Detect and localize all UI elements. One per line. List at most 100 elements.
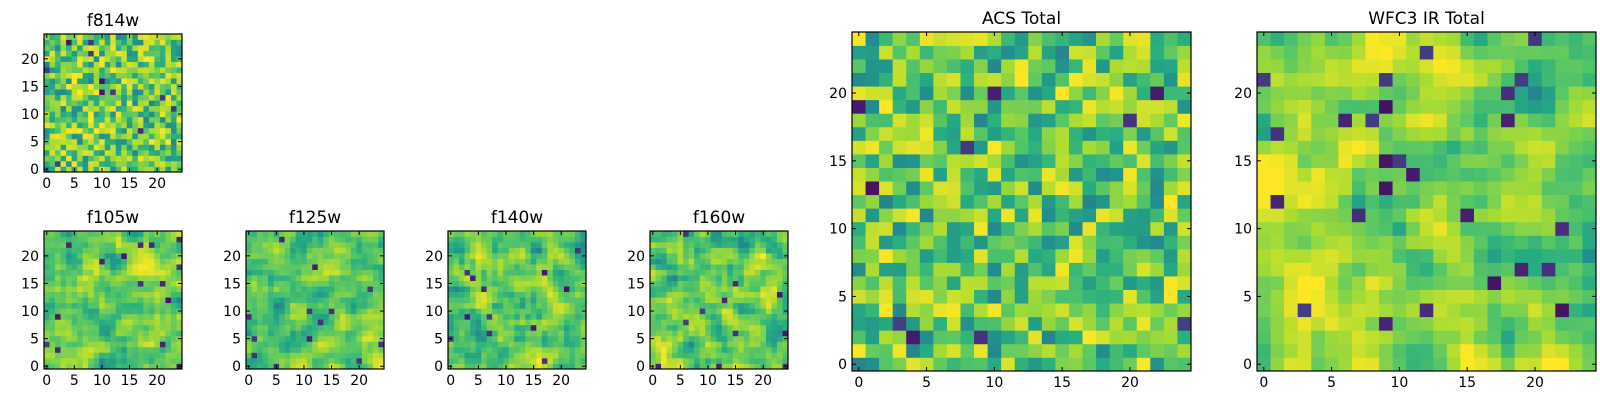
axes-frame [245,230,385,370]
heatmap-cell [1392,316,1407,331]
heatmap-cell [334,286,341,293]
heatmap-cell [77,247,83,254]
heatmap-cell [49,341,56,348]
heatmap-cell [1028,99,1043,114]
heatmap-cell [470,269,476,276]
heatmap-cell [104,264,111,270]
heatmap-cell [666,335,673,342]
heatmap-cell [716,297,723,304]
heatmap-cell [765,242,772,248]
heatmap-cell [1177,32,1192,46]
heatmap-cell [481,335,487,342]
heatmap-cell [519,242,526,248]
heatmap-cell [563,247,570,254]
heatmap-cell [1433,140,1448,155]
heatmap-cell [1379,248,1393,263]
heatmap-cells [448,231,587,370]
heatmap-cell [82,363,89,370]
heatmap-cell [88,39,95,46]
heatmap-cell [378,346,385,353]
heatmap-cell [71,346,78,353]
heatmap-cell [503,242,510,248]
y-tick-label: 20 [21,52,39,68]
heatmap-cell [1163,357,1178,372]
heatmap-cell [541,242,548,248]
heatmap-cell [110,313,117,320]
heatmap-cell [892,357,907,372]
heatmap-cell [165,308,172,315]
heatmap-cell [284,236,291,243]
heatmap-cell [104,144,111,151]
heatmap-cell [110,39,117,46]
heatmap-cell [1028,316,1043,331]
heatmap-cell [1150,59,1165,74]
heatmap-cell [661,291,667,298]
heatmap-cell [1068,262,1083,277]
heatmap-cell [159,308,166,315]
heatmap-cell [1163,343,1178,358]
heatmap-cell [126,302,133,309]
heatmap-cell [1541,113,1556,128]
heatmap-cell [93,122,100,129]
heatmap-cell [60,297,67,304]
heatmap-cell [765,253,772,259]
heatmap-cell [77,291,83,298]
heatmap-cell [710,319,717,326]
heatmap-cell [126,155,133,162]
heatmap-cell [143,122,150,129]
heatmap-cell [1028,72,1043,87]
heatmap-cell [55,324,61,331]
heatmap-cell [82,138,89,145]
heatmap-cell [345,269,352,276]
heatmap-cell [290,352,297,359]
heatmap-cell [563,253,570,259]
heatmap-cell [77,357,83,364]
heatmap-cell [1406,154,1421,168]
heatmap-cell [672,302,678,309]
heatmap-cell [666,363,673,370]
heatmap-cell [919,276,934,290]
heatmap-cell [699,286,706,293]
heatmap-cell [268,247,274,254]
heatmap-cell [121,133,128,140]
heatmap-cell [143,100,150,107]
heatmap-cell [60,127,67,134]
heatmap-cell [60,45,67,51]
heatmap-cell [716,231,723,237]
heatmap-cell [699,357,706,364]
heatmap-cell [55,330,61,337]
heatmap-cell [1568,167,1583,182]
heatmap-cell [1365,59,1380,74]
heatmap-cell [771,357,778,364]
heatmap-cell [558,346,565,353]
heatmap-cell [1096,140,1110,155]
heatmap-cell [55,116,61,123]
heatmap-cell [339,291,346,298]
heatmap-cell [1150,357,1165,372]
heatmap-cell [290,242,297,248]
heatmap-cell [475,280,482,287]
heatmap-cell [301,308,308,315]
heatmap-cell [481,330,487,337]
heatmap-cell [776,330,783,337]
heatmap-cell [148,116,155,123]
heatmap-cell [530,242,537,248]
heatmap-cell [688,247,695,254]
heatmap-cell [754,286,761,293]
heatmap-cell [765,324,772,331]
heatmap-cell [1109,235,1124,250]
heatmap-cell [1284,343,1299,358]
heatmap-cell [492,286,499,293]
heatmap-cell [519,335,526,342]
heatmap-cell [295,313,302,320]
heatmap-cell [77,335,83,342]
heatmap-cell [71,116,78,123]
heatmap-cell [148,280,155,287]
heatmap-cell [694,341,701,348]
heatmap-cell [1487,316,1502,331]
heatmap-cell [334,275,341,282]
heatmap-cell [459,291,465,298]
heatmap-cell [71,111,78,118]
heatmap-cell [306,275,313,282]
heatmap-cell [378,313,385,320]
